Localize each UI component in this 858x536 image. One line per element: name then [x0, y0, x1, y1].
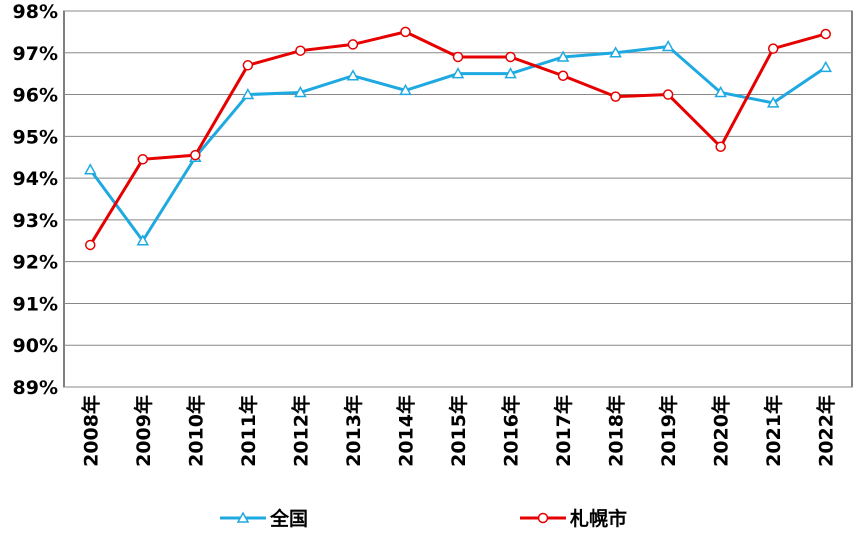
x-tick-label: 2016年 [500, 395, 523, 467]
marker [661, 39, 675, 52]
x-tick-label: 2009年 [132, 395, 155, 467]
marker [609, 46, 622, 58]
marker [236, 511, 250, 523]
x-tick-label: 2019年 [657, 395, 680, 467]
x-tick-label: 2022年 [815, 395, 838, 467]
y-tick-label: 93% [13, 210, 58, 232]
x-tick-label: 2018年 [605, 395, 628, 467]
marker [190, 149, 201, 161]
marker [294, 85, 307, 98]
x-tick-label: 2008年 [79, 395, 102, 467]
marker [83, 163, 97, 175]
marker [610, 91, 621, 102]
x-tick-label: 2010年 [184, 395, 207, 467]
marker [820, 28, 831, 40]
y-tick-label: 94% [13, 168, 58, 190]
marker [399, 83, 412, 96]
marker [136, 234, 150, 246]
x-tick-label: 2011年 [237, 395, 260, 467]
x-tick-label: 2014年 [394, 395, 417, 467]
marker [295, 45, 306, 56]
marker [504, 67, 517, 79]
marker [451, 67, 465, 79]
y-tick-label: 97% [13, 43, 58, 65]
marker [241, 88, 255, 100]
marker [767, 43, 779, 54]
marker [505, 51, 516, 63]
marker [537, 512, 549, 524]
y-tick-label: 98% [13, 1, 58, 23]
marker [137, 154, 149, 165]
x-tick-label: 2017年 [552, 395, 575, 467]
marker [242, 60, 254, 71]
marker [714, 85, 727, 98]
x-tick-label: 2015年 [447, 395, 470, 467]
marker [766, 96, 780, 108]
y-tick-label: 92% [13, 252, 58, 274]
marker [452, 51, 464, 63]
marker [346, 69, 360, 81]
y-tick-label: 96% [13, 85, 58, 107]
marker [85, 239, 96, 251]
legend-label: 札幌市 [569, 507, 627, 530]
x-tick-label: 2012年 [289, 395, 312, 467]
y-tick-label: 95% [13, 126, 58, 148]
marker [556, 50, 570, 62]
y-tick-label: 90% [13, 335, 58, 357]
x-tick-label: 2021年 [762, 395, 785, 467]
y-tick-label: 89% [13, 377, 58, 399]
y-tick-label: 91% [13, 293, 58, 315]
marker [662, 89, 674, 100]
x-tick-label: 2020年 [710, 395, 733, 467]
marker [715, 141, 726, 153]
marker [347, 39, 359, 50]
legend-label: 全国 [269, 507, 308, 530]
marker [557, 70, 569, 82]
x-tick-label: 2013年 [342, 395, 365, 467]
marker [819, 60, 833, 73]
marker [400, 26, 411, 38]
